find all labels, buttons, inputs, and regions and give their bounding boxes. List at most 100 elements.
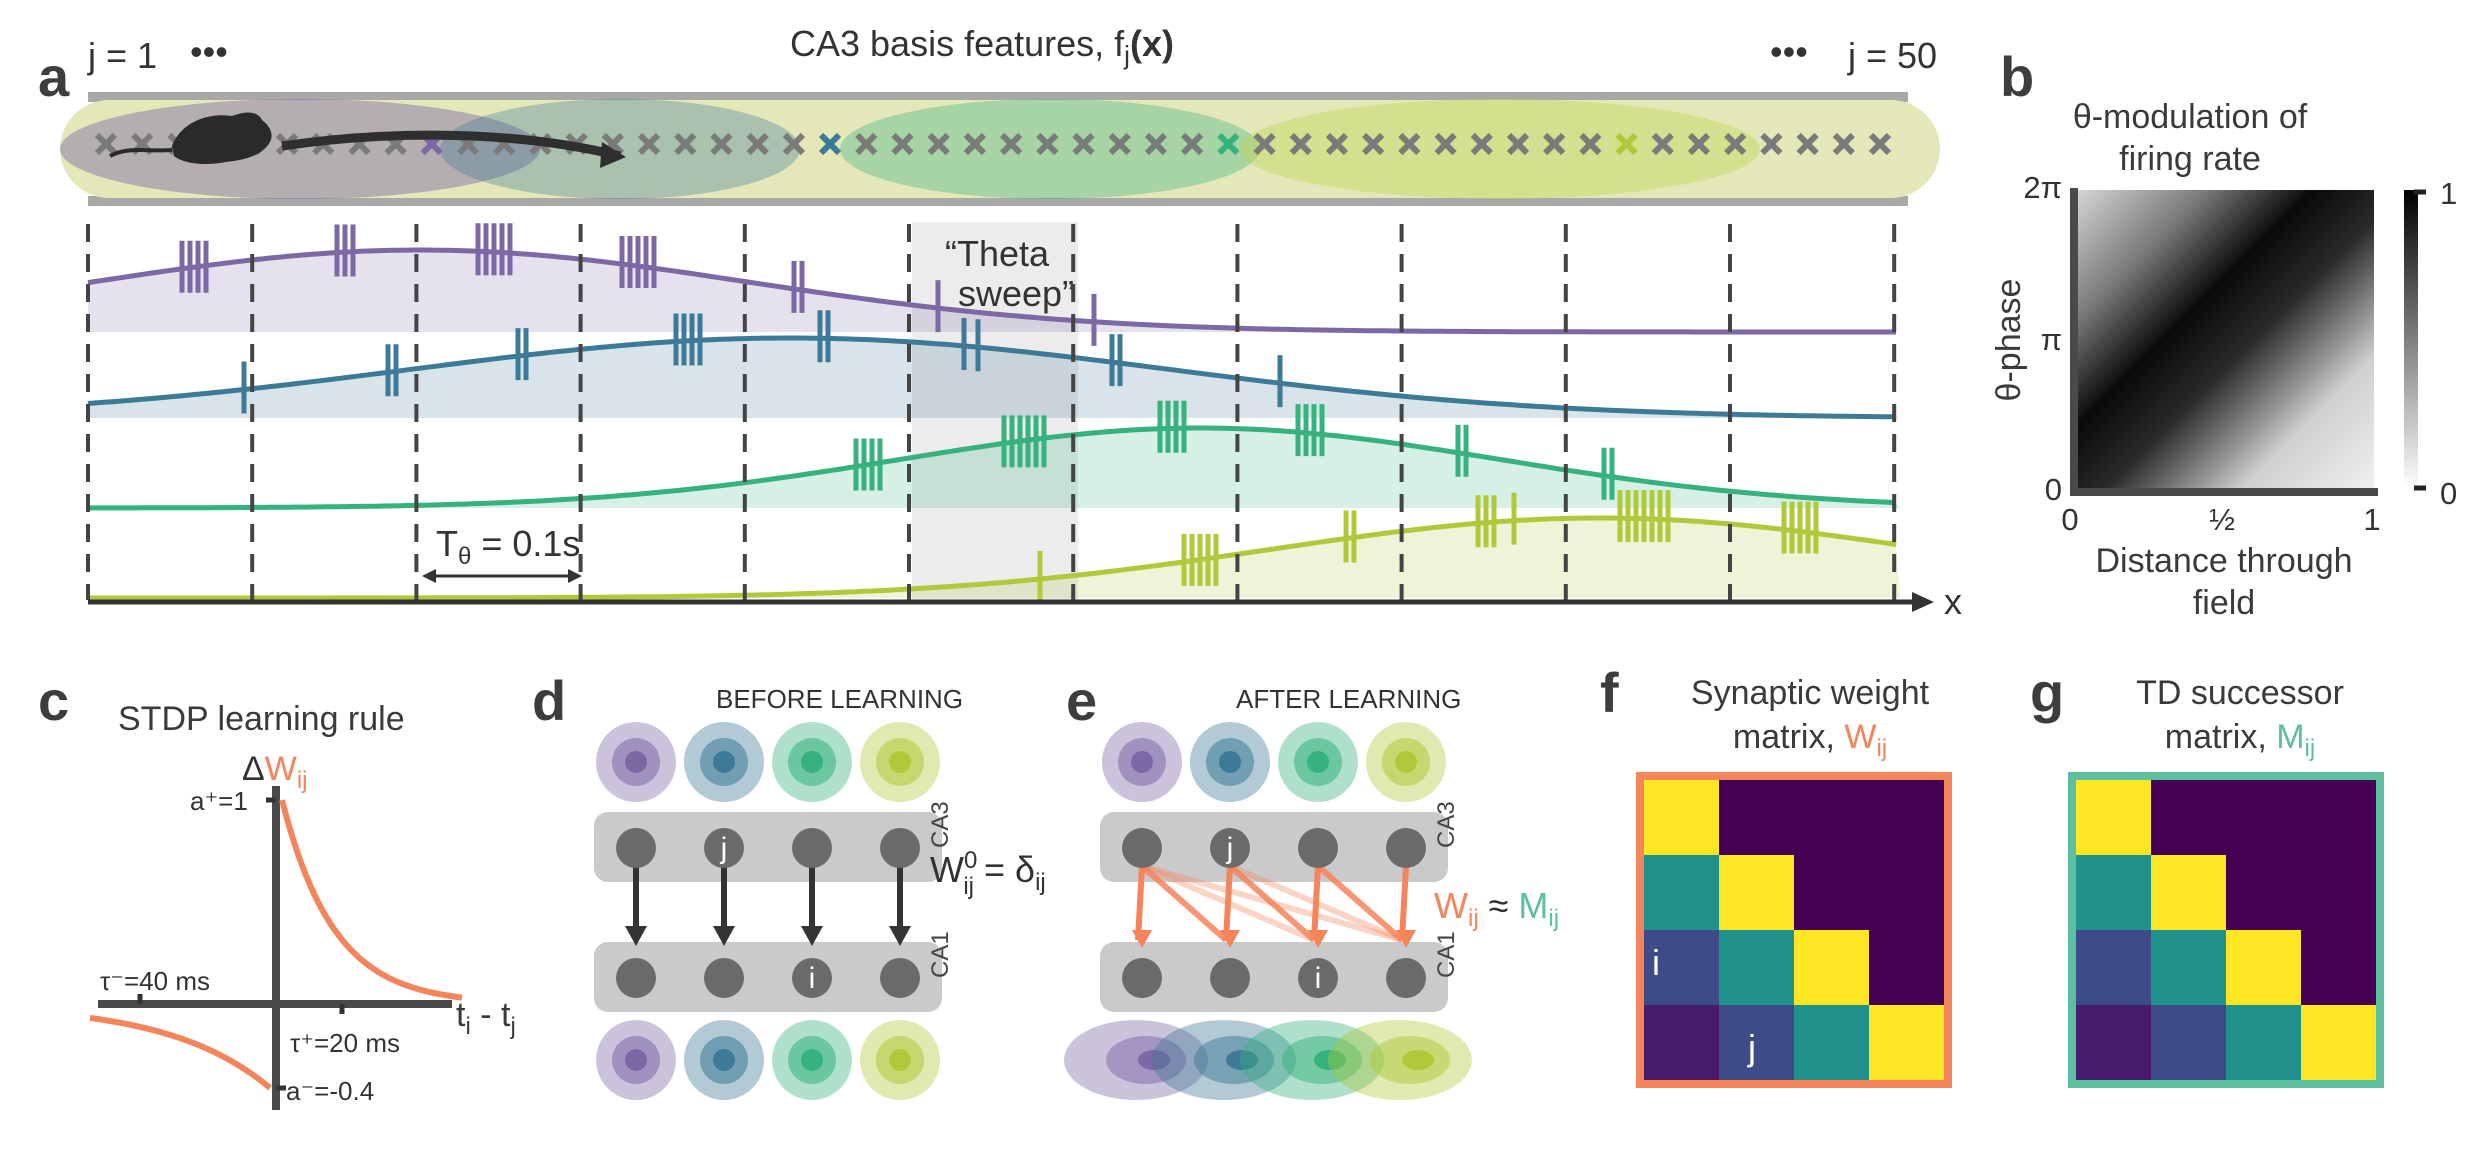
ca1-field-core bbox=[1314, 1050, 1346, 1070]
panel-g: g TD successor matrix, Mij bbox=[2030, 661, 2384, 1088]
d-eq-rest: = δ bbox=[974, 849, 1035, 890]
ca1-layer bbox=[1100, 942, 1448, 1012]
panel-f-title-line2: matrix, Wij bbox=[1733, 718, 1887, 762]
place-field-core bbox=[1307, 751, 1329, 773]
ca1-field-core bbox=[625, 1049, 647, 1071]
c-xlabel-main: t bbox=[456, 996, 466, 1034]
learned-synapse bbox=[1228, 863, 1316, 943]
matrix-cell bbox=[1644, 930, 1720, 1006]
track-marker bbox=[963, 132, 987, 156]
b-xlabel-line1: Distance through bbox=[2095, 542, 2352, 580]
matrix-cell bbox=[2151, 780, 2227, 856]
d-eq-w: W bbox=[930, 849, 964, 890]
f-label-j: j bbox=[1747, 1027, 1756, 1068]
rate-curve bbox=[88, 425, 1897, 511]
matrix-cell bbox=[1719, 1005, 1795, 1081]
rate-curve bbox=[87, 247, 1896, 335]
track bbox=[60, 92, 1940, 206]
theta-period-sub: θ bbox=[458, 543, 471, 570]
ca3-neuron bbox=[792, 828, 832, 868]
track-marker bbox=[1832, 132, 1855, 156]
panel-e: e AFTER LEARNING CA3 CA1 j i Wij ≈ Mij bbox=[1064, 669, 1559, 1100]
track-marker bbox=[637, 132, 661, 156]
matrix-cell bbox=[2151, 855, 2227, 931]
panel-d-tag: d bbox=[532, 669, 566, 732]
track-marker bbox=[782, 132, 805, 156]
phase-heatmap bbox=[2074, 190, 2374, 490]
panel-f-tag: f bbox=[1600, 661, 1619, 724]
matrix-cell bbox=[2226, 1005, 2302, 1081]
a-minus-label: a⁻=-0.4 bbox=[286, 1076, 374, 1106]
panel-g-tag: g bbox=[2030, 661, 2064, 724]
panel-a-tag: a bbox=[38, 45, 70, 108]
stdp-curve-negative bbox=[89, 1014, 272, 1091]
e-eq-approx: ≈ bbox=[1479, 885, 1519, 926]
matrix-cell bbox=[2301, 855, 2377, 931]
ca3-layer bbox=[594, 812, 942, 882]
b-ytick-pi: π bbox=[2041, 322, 2062, 357]
tau-plus-label: τ⁺=20 ms bbox=[290, 1028, 400, 1058]
panel-f: f Synaptic weight matrix, Wij i j bbox=[1600, 661, 1952, 1088]
ca3-layer bbox=[1100, 812, 1448, 882]
colorbar-tick-0: 0 bbox=[2440, 476, 2457, 511]
track-marker bbox=[1289, 132, 1312, 156]
panel-c-title: STDP learning rule bbox=[118, 700, 405, 738]
matrix-cell bbox=[1794, 1005, 1870, 1081]
matrix-cell bbox=[2076, 855, 2152, 931]
matrix-frame bbox=[2068, 772, 2384, 1088]
j-last-label: j = 50 bbox=[1847, 35, 1937, 76]
ca1-field-core bbox=[1226, 1050, 1258, 1070]
synapse-arrowhead bbox=[889, 926, 911, 946]
b-ytick-0: 0 bbox=[2045, 472, 2062, 507]
ca1-label: CA1 bbox=[1433, 931, 1460, 978]
track-marker bbox=[1724, 132, 1747, 156]
ca1-neuron bbox=[1298, 958, 1338, 998]
matrix-cell bbox=[1794, 780, 1870, 856]
track-marker bbox=[855, 132, 878, 156]
track-marker bbox=[1687, 132, 1711, 156]
e-eq-m: M bbox=[1518, 885, 1548, 926]
c-xlabel: ti - tj bbox=[456, 996, 516, 1040]
synapse-arrowhead bbox=[1396, 930, 1416, 948]
a-plus-label: a⁺=1 bbox=[190, 786, 248, 816]
panel-a-title-paren: (x) bbox=[1130, 23, 1174, 64]
matrix-cell bbox=[2151, 930, 2227, 1006]
track-marker bbox=[94, 132, 118, 156]
ca1-field-core bbox=[801, 1049, 823, 1071]
b-ytick-2pi: 2π bbox=[2023, 170, 2062, 205]
panel-b: b θ-modulation of firing rate 0 π 2π 0 ½… bbox=[1990, 45, 2457, 622]
synapse-arrowhead bbox=[801, 926, 823, 946]
ca1-field-core bbox=[1138, 1050, 1170, 1070]
place-field-core bbox=[1131, 751, 1153, 773]
track-marker bbox=[1398, 132, 1421, 156]
panel-c: c STDP learning rule ΔWij a⁺=1 a⁻=-0.4 τ… bbox=[38, 669, 516, 1110]
matrix-cell bbox=[1644, 855, 1720, 931]
track-marker bbox=[927, 132, 950, 156]
e-eq-w: W bbox=[1434, 885, 1468, 926]
b-xtick-1: 1 bbox=[2363, 502, 2380, 537]
ca1-field-core bbox=[713, 1049, 735, 1071]
track-marker bbox=[1506, 132, 1530, 156]
b-ylabel: θ-phase bbox=[1990, 279, 2028, 402]
node-label-i: i bbox=[1315, 962, 1322, 995]
rate-curves bbox=[87, 223, 1900, 604]
ca1-neuron bbox=[616, 958, 656, 998]
panel-b-title-line2: firing rate bbox=[2119, 140, 2261, 178]
g-title-sub: ij bbox=[2305, 735, 2316, 762]
track-marker bbox=[1253, 132, 1276, 156]
c-xlabel-mid: - t bbox=[471, 996, 511, 1034]
place-field-core bbox=[713, 751, 735, 773]
place-field-core bbox=[1219, 751, 1241, 773]
track-marker bbox=[746, 132, 769, 156]
matrix-cell bbox=[1719, 780, 1795, 856]
track-marker bbox=[1217, 132, 1240, 156]
place-field-core bbox=[889, 751, 911, 773]
c-ylabel-w: W bbox=[265, 750, 297, 788]
ellipsis-right: ••• bbox=[1770, 31, 1808, 72]
ca1-field-core bbox=[1402, 1050, 1434, 1070]
theta-sweep-line2: sweep” bbox=[958, 273, 1074, 314]
synapse-arrowhead bbox=[1308, 930, 1328, 948]
track-marker bbox=[1362, 132, 1385, 156]
ca3-label: CA3 bbox=[1433, 801, 1460, 848]
matrix-cell bbox=[2226, 780, 2302, 856]
